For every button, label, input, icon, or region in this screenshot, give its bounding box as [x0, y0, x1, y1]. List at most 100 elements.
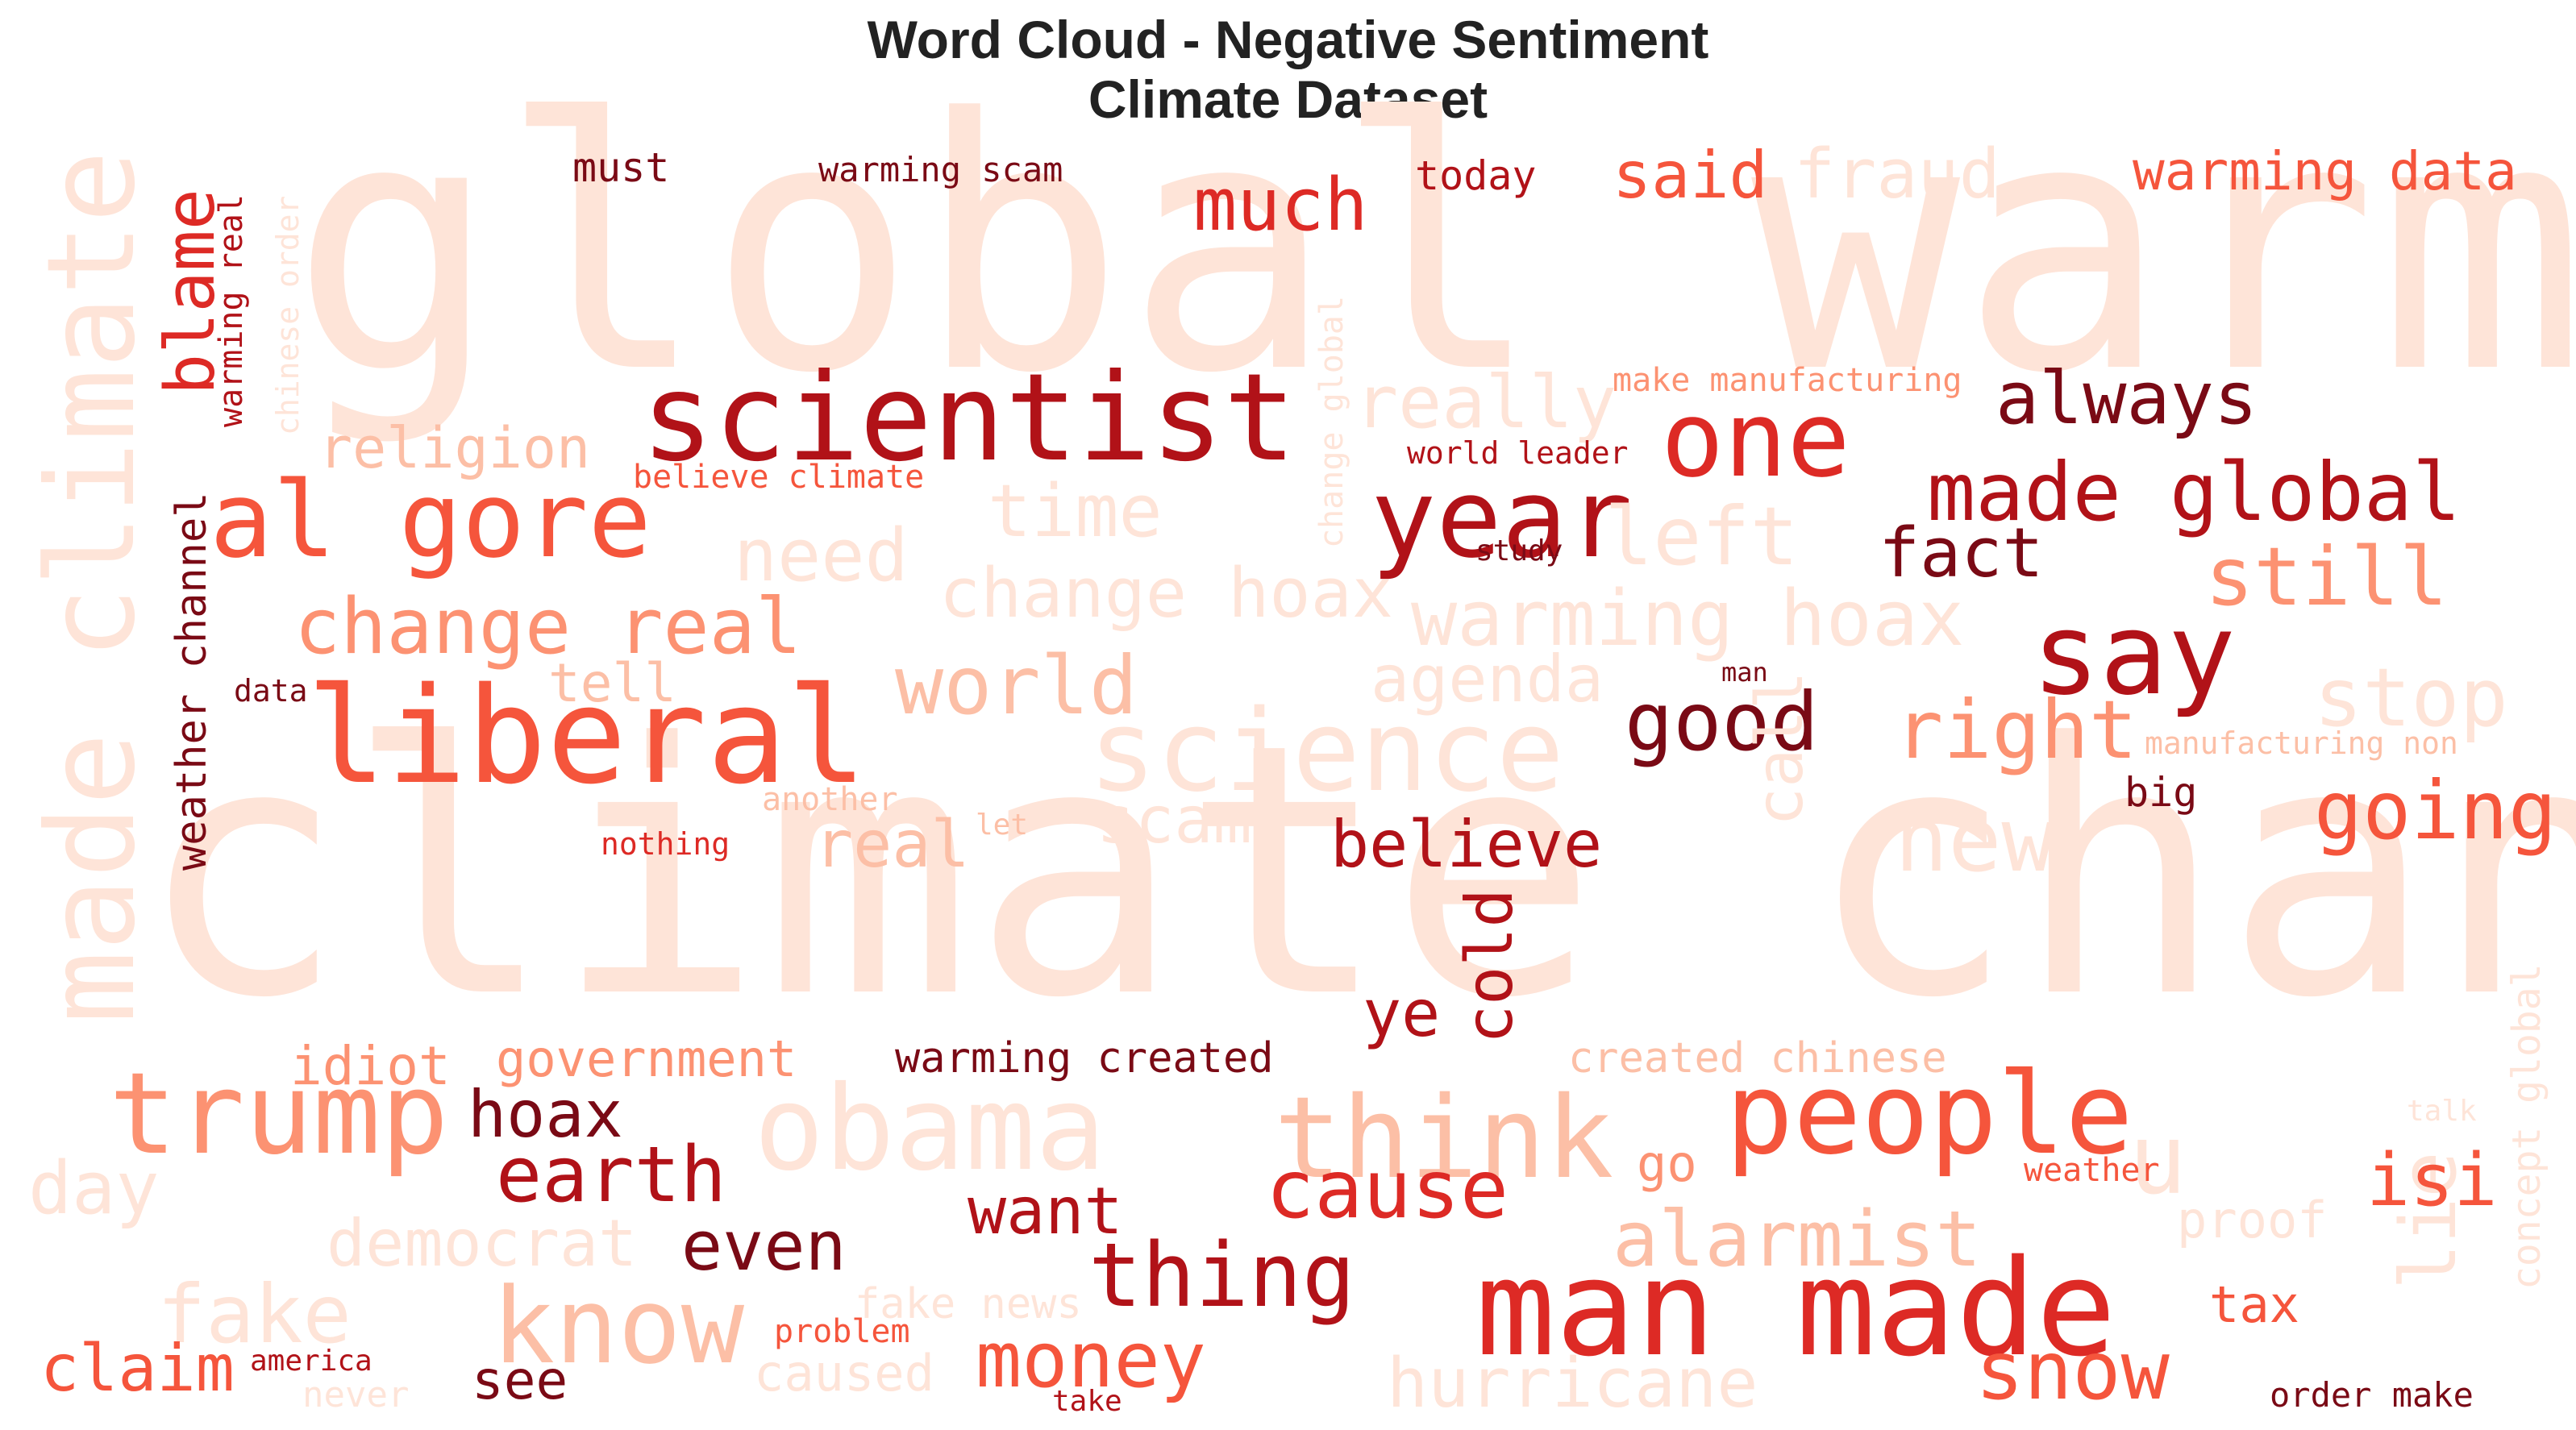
chart-title-line1: Word Cloud - Negative Sentiment	[867, 10, 1709, 69]
word-warming-scam: warming scam	[818, 150, 1063, 189]
word-good: good	[1625, 675, 1819, 769]
word-warming-data: warming data	[2133, 140, 2517, 202]
word-earth: earth	[496, 1131, 726, 1220]
word-data: data	[234, 673, 308, 709]
word-order-make: order make	[2270, 1375, 2474, 1415]
word-snow: snow	[1975, 1324, 2170, 1418]
word-manufacturing-non: manufacturing non	[2145, 725, 2458, 761]
word-democrat: democrat	[327, 1206, 637, 1281]
word-fraud: fraud	[1794, 135, 2000, 214]
word-scam: scam	[1097, 783, 1252, 858]
word-say: say	[2032, 589, 2236, 721]
word-study: study	[1475, 534, 1563, 567]
word-made-global: made global	[1927, 445, 2461, 539]
word-problem: problem	[774, 1313, 910, 1350]
word-nothing: nothing	[601, 826, 730, 862]
word-going: going	[2314, 763, 2557, 858]
word-believe-climate: believe climate	[633, 459, 924, 496]
word-change-global: change global	[1313, 296, 1350, 548]
word-really: really	[1355, 360, 1617, 445]
word-concept-global: concept global	[2504, 963, 2549, 1290]
word-agenda: agenda	[1371, 642, 1604, 717]
word-fact: fact	[1879, 513, 2044, 593]
word-america: america	[250, 1345, 372, 1378]
word-time: time	[988, 469, 1163, 554]
word-still: still	[2205, 530, 2448, 624]
word-left: left	[1604, 489, 1799, 584]
word-climate-change: climate change	[137, 671, 2576, 1074]
word-another: another	[762, 781, 898, 818]
word-blame: blame	[151, 189, 231, 395]
word-global-warming: global warming	[290, 46, 2576, 449]
word-let: let	[976, 809, 1028, 842]
word-government: government	[496, 1029, 797, 1088]
word-liberal: liberal	[306, 659, 867, 813]
word-one: one	[1661, 378, 1850, 501]
word-see: see	[472, 1349, 568, 1411]
word-take: take	[1052, 1385, 1122, 1418]
word-idiot: idiot	[290, 1035, 451, 1097]
word-made-climate: made climate	[22, 150, 162, 1024]
word-cold: cold	[1452, 888, 1527, 1044]
word-make-manufacturing: make manufacturing	[1613, 362, 1962, 399]
word-know: know	[492, 1265, 745, 1387]
word-world-leader: world leader	[1407, 435, 1629, 471]
word-isi: isi	[2366, 1138, 2498, 1223]
word-stop: stop	[2314, 651, 2508, 745]
word-need: need	[734, 513, 909, 598]
word-change-real: change real	[294, 583, 801, 671]
word-fake: fake	[157, 1267, 352, 1361]
word-change-hoax: change hoax	[939, 554, 1393, 634]
word-year: year	[1371, 455, 1633, 582]
word-warming-created: warming created	[895, 1034, 1274, 1083]
word-go: go	[1637, 1134, 1697, 1193]
chart-title-line2: Climate Dataset	[1088, 69, 1488, 129]
word-weather-channel: weather channel	[168, 492, 216, 871]
word-right: right	[1895, 683, 2137, 777]
word-people: people	[1725, 1049, 2133, 1180]
word-scientist: scientist	[641, 348, 1296, 488]
word-today: today	[1415, 152, 1537, 199]
word-even: even	[681, 1207, 847, 1287]
word-trump: trump	[109, 1049, 448, 1180]
word-want: want	[968, 1174, 1123, 1249]
word-u: u	[2129, 1104, 2187, 1216]
word-cause: cause	[1266, 1142, 1509, 1237]
word-big: big	[2124, 769, 2197, 816]
word-weather: weather	[2024, 1152, 2160, 1189]
chart-title: Word Cloud - Negative Sentiment Climate …	[0, 10, 2576, 129]
word-tax: tax	[2209, 1275, 2299, 1334]
word-warming-hoax: warming hoax	[1411, 575, 1964, 663]
word-real: real	[814, 807, 970, 882]
word-obama: obama	[754, 1061, 1106, 1197]
word-think: think	[1274, 1073, 1613, 1204]
word-day: day	[28, 1146, 160, 1231]
word-lie: lie	[2385, 1151, 2474, 1290]
word-chinese-order: chinese order	[270, 196, 306, 435]
word-claim: claim	[40, 1331, 235, 1406]
word-said: said	[1613, 138, 1768, 213]
word-believe: believe	[1330, 807, 1602, 882]
word-proof: proof	[2177, 1191, 2328, 1249]
word-warming-real: warming real	[213, 194, 250, 427]
word-created-chinese: created chinese	[1568, 1034, 1947, 1083]
word-must: must	[572, 144, 669, 191]
word-religion: religion	[318, 415, 590, 481]
word-money: money	[976, 1316, 1206, 1405]
word-thing: thing	[1088, 1224, 1355, 1327]
word-science: science	[1088, 686, 1564, 817]
word-hoax: hoax	[468, 1077, 623, 1152]
word-al-gore: al gore	[210, 459, 651, 581]
word-much: much	[1193, 163, 1368, 247]
word-new: new	[1895, 788, 2055, 892]
word-fake-news: fake news	[855, 1280, 1082, 1328]
word-world: world	[895, 638, 1138, 733]
word-caused: caused	[754, 1344, 934, 1403]
word-man: man	[1721, 657, 1768, 688]
word-man-made: man made	[1475, 1231, 2116, 1386]
word-tell: tell	[548, 652, 676, 714]
word-ye: ye	[1363, 976, 1440, 1051]
word-call: call	[1742, 671, 1817, 826]
word-never: never	[302, 1374, 409, 1415]
